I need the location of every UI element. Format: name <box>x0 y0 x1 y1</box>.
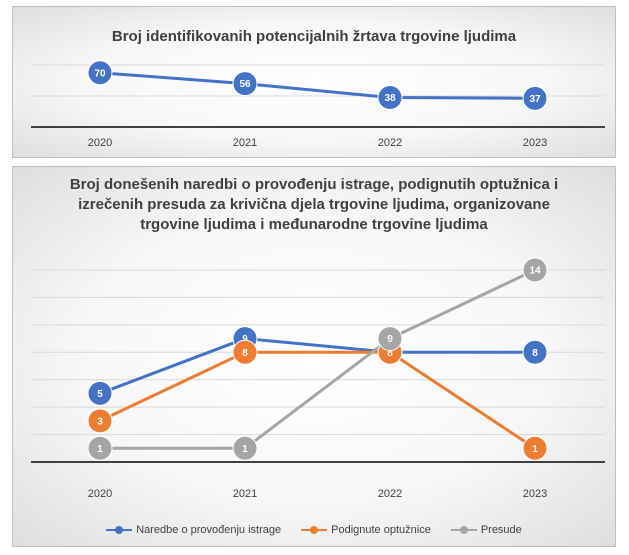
data-point <box>87 408 113 434</box>
data-label: 3 <box>97 416 103 427</box>
x-tick-label: 2020 <box>88 488 112 500</box>
x-tick-label: 2021 <box>233 137 257 149</box>
data-label: 9 <box>387 334 393 345</box>
data-label: 1 <box>532 444 538 455</box>
x-tick-label: 2023 <box>523 137 547 149</box>
legend-swatch <box>106 525 133 535</box>
data-point <box>232 339 258 365</box>
data-point <box>232 71 258 97</box>
data-point <box>87 380 113 406</box>
data-point <box>377 326 403 352</box>
legend-swatch <box>450 525 477 535</box>
legend-swatch <box>301 525 328 535</box>
x-tick-label: 2020 <box>88 137 112 149</box>
data-point <box>522 85 548 111</box>
x-tick-label: 2023 <box>523 488 547 500</box>
legend-item-optuznice: Podignute optužnice <box>301 524 431 536</box>
data-point <box>87 435 113 461</box>
series-line <box>99 350 536 450</box>
x-tick-label: 2022 <box>378 137 402 149</box>
series-line <box>100 268 536 450</box>
data-label: 5 <box>97 389 103 400</box>
data-point <box>522 435 548 461</box>
data-label: 14 <box>529 266 541 277</box>
x-tick-label: 2021 <box>233 488 257 500</box>
chart-title-line: Broj donešenih naredbi o provođenju istr… <box>69 176 559 193</box>
data-label: 1 <box>242 444 248 455</box>
data-point <box>377 85 403 111</box>
legend-item-naredbe: Naredbe o provođenju istrage <box>106 524 281 536</box>
data-label: 8 <box>242 348 248 359</box>
legend-label: Presude <box>480 524 522 536</box>
chart-legend: Naredbe o provođenju istrage Podignute o… <box>13 524 615 536</box>
x-tick-label: 2022 <box>378 488 402 500</box>
data-point <box>522 339 548 365</box>
chart-title: Broj donešenih naredbi o provođenju istr… <box>13 175 615 235</box>
legend-label: Naredbe o provođenju istrage <box>136 524 282 536</box>
chart-panel-victims: Broj identifikovanih potencijalnih žrtav… <box>12 6 616 158</box>
data-label: 8 <box>532 348 538 359</box>
series-line <box>99 71 536 100</box>
data-label: 38 <box>384 93 396 104</box>
data-point <box>522 257 548 283</box>
line-chart-prosecutions: 20202021202220235988388111914 <box>31 257 605 500</box>
data-label: 56 <box>239 79 251 90</box>
legend-label: Podignute optužnice <box>331 524 431 536</box>
data-label: 70 <box>94 68 106 79</box>
legend-item-presude: Presude <box>450 524 522 536</box>
data-point <box>87 60 113 86</box>
data-label: 9 <box>242 334 248 345</box>
series-line <box>99 337 535 395</box>
chart-panel-prosecutions: Broj donešenih naredbi o provođenju istr… <box>12 166 616 547</box>
data-label: 1 <box>97 444 103 455</box>
data-label: 37 <box>529 94 541 105</box>
chart-title-line: trgovine ljudima i međunarodne trgovine … <box>140 216 488 233</box>
data-point <box>232 435 258 461</box>
line-chart-victims: 2020 2021 2022 2023 70 56 38 37 <box>31 60 605 149</box>
chart-title-line: izrečenih presuda za krivična djela trgo… <box>78 196 550 213</box>
chart-title: Broj identifikovanih potencijalnih žrtav… <box>111 28 517 45</box>
data-label: 8 <box>387 348 393 359</box>
